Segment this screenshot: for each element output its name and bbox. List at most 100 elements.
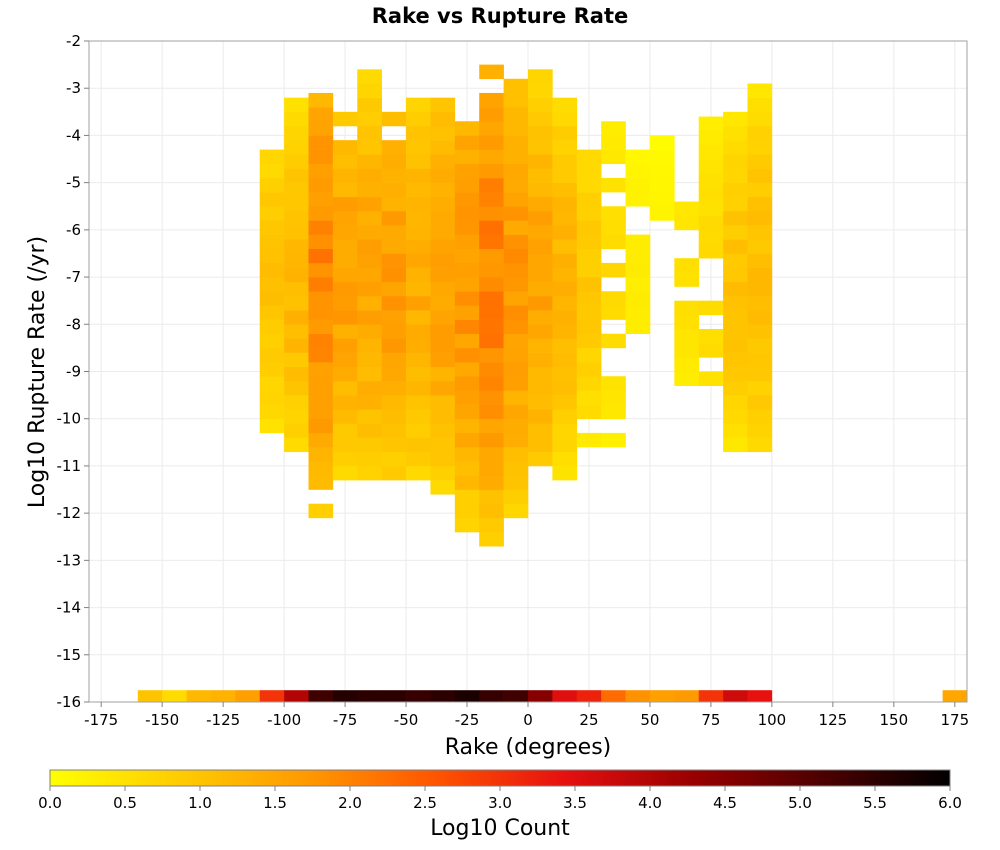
heatmap-cell [259, 206, 285, 221]
heatmap-cell [284, 281, 309, 297]
heatmap-cell [357, 97, 382, 113]
y-tick-label: -15 [57, 646, 82, 664]
heatmap-cell [406, 395, 431, 410]
heatmap-cell [747, 225, 773, 240]
heatmap-cell [552, 395, 578, 410]
heatmap-cell [259, 418, 285, 434]
heatmap-cell-zero-rate [942, 690, 968, 702]
heatmap-cell [454, 149, 480, 165]
heatmap-cell [357, 125, 382, 141]
heatmap-cell [698, 159, 724, 174]
heatmap-cell [747, 267, 773, 283]
colorbar-tick-label: 1.5 [263, 794, 287, 812]
heatmap-cell [381, 409, 407, 424]
heatmap-cell [625, 149, 651, 165]
heatmap-cell [284, 409, 309, 424]
heatmap-cell [308, 277, 334, 292]
heatmap-cell [332, 281, 358, 297]
heatmap-cell [723, 168, 748, 183]
y-tick-label: -3 [66, 79, 81, 97]
heatmap-cell [406, 239, 431, 254]
heatmap-cell [406, 225, 431, 240]
heatmap-cell [308, 121, 334, 136]
heatmap-cell [479, 234, 504, 250]
heatmap-cell [332, 395, 358, 410]
colorbar-tick-label: 4.0 [638, 794, 662, 812]
heatmap-cell [552, 239, 578, 254]
y-tick-label: -11 [57, 457, 82, 475]
heatmap-cell [479, 305, 504, 320]
heatmap-cell [576, 206, 602, 221]
heatmap-cell [747, 310, 773, 325]
heatmap-cell [723, 140, 748, 155]
heatmap-cell [698, 371, 724, 386]
heatmap-cell [723, 366, 748, 382]
heatmap-cell [430, 352, 456, 368]
heatmap-cell [454, 234, 480, 250]
plot-area [88, 40, 968, 703]
heatmap-cell [723, 352, 748, 368]
heatmap-cell [406, 182, 431, 198]
heatmap-cell [259, 319, 285, 335]
heatmap-cell [357, 437, 382, 453]
heatmap-cell [552, 140, 578, 155]
heatmap-cell [430, 225, 456, 240]
heatmap-cell [528, 168, 553, 183]
heatmap-cell-zero-rate [674, 690, 700, 702]
heatmap-cell [503, 248, 529, 264]
heatmap-cell [308, 248, 334, 264]
heatmap-cell [528, 196, 553, 212]
heatmap-cell [430, 366, 456, 382]
heatmap-cell [406, 338, 431, 353]
heatmap-cell [625, 177, 651, 193]
heatmap-cell [528, 239, 553, 254]
heatmap-cell [552, 267, 578, 283]
heatmap-cell [406, 451, 431, 467]
heatmap-cell [454, 347, 480, 363]
heatmap-cell [259, 192, 285, 207]
heatmap-cell [284, 366, 309, 382]
heatmap-cell [259, 177, 285, 193]
heatmap-cell [406, 267, 431, 283]
heatmap-cell [430, 140, 456, 155]
heatmap-cell [479, 177, 504, 193]
heatmap-cell [357, 111, 382, 127]
heatmap-cell [284, 253, 309, 268]
heatmap-cell [576, 163, 602, 179]
heatmap-cell [747, 83, 773, 98]
heatmap-cell [308, 319, 334, 335]
heatmap-cell [479, 319, 504, 335]
heatmap-cell [723, 239, 748, 254]
x-tick-label: -175 [84, 711, 118, 729]
heatmap-cell [332, 239, 358, 254]
heatmap-cell [747, 281, 773, 297]
heatmap-cell [552, 409, 578, 424]
heatmap-cell [723, 267, 748, 283]
heatmap-cell [454, 163, 480, 179]
colorbar-tick-label: 3.5 [563, 794, 587, 812]
heatmap-cell [332, 111, 358, 127]
heatmap-cell [284, 97, 309, 113]
heatmap-cell [430, 281, 456, 297]
heatmap-cell [528, 295, 553, 311]
heatmap-cell [528, 380, 553, 396]
heatmap-cell [406, 168, 431, 183]
heatmap-cell-zero-rate [723, 690, 748, 702]
heatmap-cell [332, 465, 358, 481]
heatmap-cell [332, 182, 358, 198]
heatmap-cell [308, 107, 334, 122]
heatmap-cell [503, 447, 529, 462]
heatmap-cell [503, 206, 529, 221]
heatmap-cell [308, 347, 334, 363]
heatmap-cell [308, 376, 334, 391]
heatmap-cell [381, 310, 407, 325]
heatmap-cell [357, 395, 382, 410]
heatmap-cell [332, 210, 358, 226]
heatmap-cell [479, 333, 504, 349]
heatmap-cell [284, 111, 309, 127]
heatmap-cell [454, 262, 480, 278]
heatmap-cell [723, 437, 748, 453]
heatmap-cell [406, 111, 431, 127]
x-tick-label: -100 [267, 711, 301, 729]
